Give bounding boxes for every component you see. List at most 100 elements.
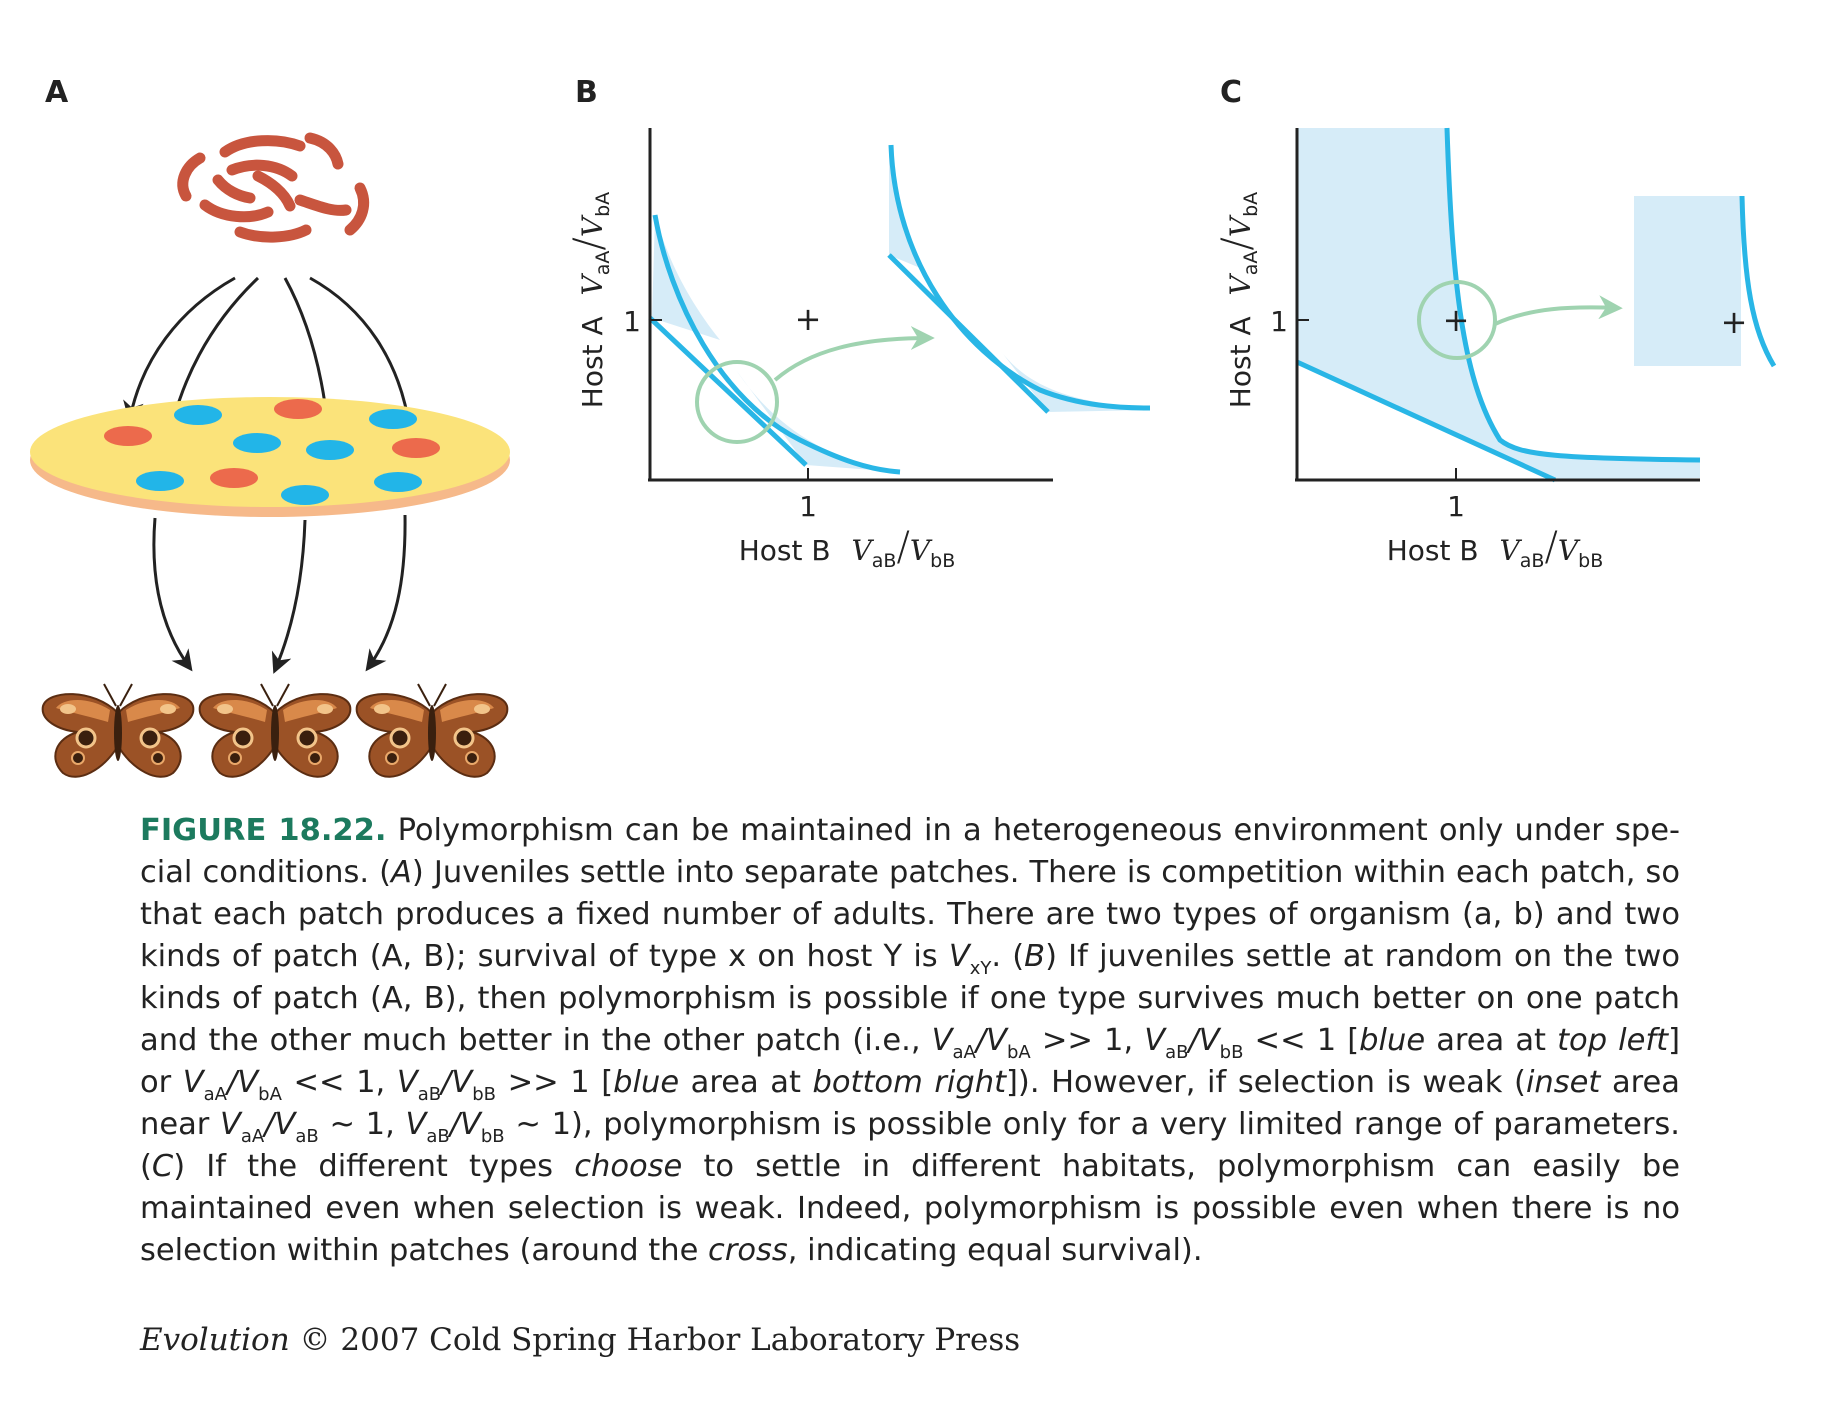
inset-region-top-left (889, 145, 925, 270)
v-symbol: V (1558, 534, 1581, 567)
caption-text: ) If the different types (173, 1149, 575, 1184)
v-symbol: V (1500, 534, 1523, 567)
caption-text: ~ 1, (318, 1107, 406, 1142)
inset-region-bottom-right (1000, 350, 1150, 412)
copyright-credit: Evolution © 2007 Cold Spring Harbor Labo… (140, 1322, 1140, 1358)
patch-spot-blue (306, 440, 354, 460)
book-title: Evolution (140, 1322, 290, 1358)
equal-survival-cross: + (795, 300, 822, 338)
caption-symbol: /V (441, 1065, 473, 1100)
caption-symbol: /V (227, 1065, 259, 1100)
panel-a-label: A (45, 75, 69, 110)
caption-subscript: bB (480, 1126, 505, 1147)
caption-symbol: V (396, 1065, 418, 1100)
host-label: Host A (1224, 316, 1257, 408)
caption-panel-ref: C (151, 1149, 174, 1184)
v-symbol: V (1224, 214, 1257, 237)
inset-circle (1417, 280, 1497, 360)
caption-text: << 1, (281, 1065, 397, 1100)
panel-b-label: B (575, 75, 598, 110)
subscript: aA (1240, 251, 1262, 276)
caption-symbol: V (948, 939, 970, 974)
caption-text: . ( (991, 939, 1025, 974)
v-symbol: V (852, 534, 875, 567)
boundary-line (1295, 359, 1557, 483)
caption-text: >> 1, (1030, 1023, 1145, 1058)
inset-arrow (1494, 295, 1623, 326)
caption-symbol: V (405, 1107, 427, 1142)
y-tick-label: 1 (623, 305, 641, 338)
larvae-cluster (177, 132, 370, 243)
caption-symbol: V (182, 1065, 204, 1100)
caption-emphasis: blue (1359, 1023, 1426, 1058)
figure-caption: FIGURE 18.22. Polymorphism can be mainta… (140, 810, 1680, 1272)
caption-text: ) If juveniles settle at random on the t… (140, 939, 1680, 1058)
inset-c: + (1634, 195, 1777, 368)
caption-emphasis: bottom right (812, 1065, 1007, 1100)
caption-text: to settle in different habitats, polymor… (140, 1149, 1680, 1268)
patch-spot-red (392, 438, 440, 458)
patch-spot-red (274, 399, 322, 419)
inset-b (887, 144, 1151, 414)
caption-text: >> 1 [ (496, 1065, 614, 1100)
caption-panel-ref: B (1024, 939, 1046, 974)
caption-text: area near (140, 1065, 1680, 1142)
equal-survival-cross: + (1443, 301, 1470, 339)
caption-emphasis: blue (613, 1065, 680, 1100)
habitat-patch (30, 397, 510, 517)
x-axis-label: Host B VaB/VbB (739, 524, 956, 572)
patch-spot-red (210, 468, 258, 488)
panel-a: A (30, 75, 510, 779)
caption-emphasis: choose (574, 1149, 683, 1184)
caption-subscript: aB (426, 1126, 450, 1147)
v-symbol: V (1224, 272, 1257, 295)
caption-emphasis: inset (1525, 1065, 1601, 1100)
subscript: bA (1240, 192, 1262, 217)
emerging-arrows (152, 514, 407, 674)
patch-spot-blue (136, 471, 184, 491)
patch-spot-blue (174, 405, 222, 425)
subscript: bB (930, 550, 955, 572)
caption-symbol: V (931, 1023, 953, 1058)
figure-label: FIGURE 18.22. (140, 813, 387, 848)
polymorphism-region-bottom-right (736, 370, 900, 472)
caption-subscript: aA (240, 1126, 265, 1147)
inset-boundary-curve (1739, 195, 1777, 368)
inset-circle (695, 360, 779, 444)
patch-spot-blue (233, 433, 281, 453)
subscript: aB (1520, 550, 1545, 572)
svg-text:Host A VaA/VbA: Host A VaA/VbA (566, 192, 614, 408)
caption-text: ) Juveniles settle into separate patches… (140, 855, 1680, 974)
caption-subscript: bB (1219, 1042, 1244, 1063)
caption-subscript: aB (1165, 1042, 1189, 1063)
polymorphism-region-top-left (652, 215, 720, 340)
inset-arrow (773, 326, 935, 382)
caption-subscript: aA (203, 1084, 227, 1105)
caption-subscript: aA (952, 1042, 976, 1063)
caption-text: ] or (140, 1023, 1680, 1100)
adult-butterflies (41, 682, 509, 779)
butterfly-icon (198, 682, 352, 779)
caption-text: << 1 [ (1243, 1023, 1360, 1058)
patch-spot-blue (374, 472, 422, 492)
v-symbol: V (910, 534, 933, 567)
polymorphism-region (1297, 128, 1700, 480)
host-label: Host B (1387, 534, 1479, 567)
patch-spot-red (104, 426, 152, 446)
caption-subscript: bB (472, 1084, 497, 1105)
caption-symbol: V (1144, 1023, 1166, 1058)
inset-cross: + (1721, 303, 1748, 341)
caption-subscript: aB (295, 1126, 319, 1147)
subscript: bA (592, 192, 614, 217)
caption-symbol: /V (1188, 1023, 1220, 1058)
host-label: Host A (576, 316, 609, 408)
subscript: aB (872, 550, 897, 572)
caption-text: Polymorphism can be maintained in a hete… (140, 813, 1680, 890)
butterfly-icon (355, 682, 509, 779)
caption-text: ]). However, if selection is weak ( (1006, 1065, 1526, 1100)
panel-c: C 1 1 + + Host A VaA/VbA Host B VaB/VbB (1214, 75, 1777, 572)
subscript: aA (592, 251, 614, 276)
boundary-line (648, 316, 808, 467)
caption-subscript: xY (969, 958, 992, 979)
caption-text: area at (679, 1065, 813, 1100)
